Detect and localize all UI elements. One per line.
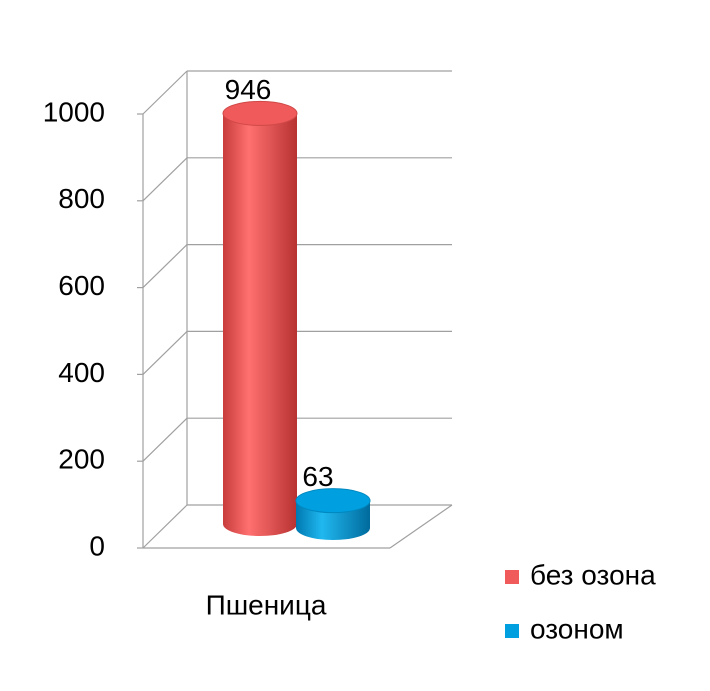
bar-top [222, 100, 298, 126]
grid-line [142, 244, 188, 289]
legend-label: без озона [530, 559, 656, 590]
data-label: 63 [302, 461, 333, 492]
bar [223, 113, 297, 536]
grid-line [142, 504, 188, 549]
y-tick-label: 600 [58, 270, 105, 301]
y-tick-label: 800 [58, 183, 105, 214]
grid-line [142, 330, 188, 375]
grid-line [142, 157, 188, 202]
data-label: 946 [225, 74, 272, 105]
y-tick-label: 1000 [43, 96, 105, 127]
x-tick-label: Пшеница [206, 589, 327, 620]
y-tick-label: 200 [58, 444, 105, 475]
grid-line [142, 417, 188, 462]
legend-label: озоном [530, 613, 624, 644]
legend-swatch [505, 570, 519, 584]
grid-line [142, 70, 188, 115]
y-tick-label: 0 [89, 530, 105, 561]
legend-swatch [505, 624, 519, 638]
floor-edge [389, 504, 453, 549]
bar-top [295, 488, 371, 514]
y-tick-label: 400 [58, 357, 105, 388]
